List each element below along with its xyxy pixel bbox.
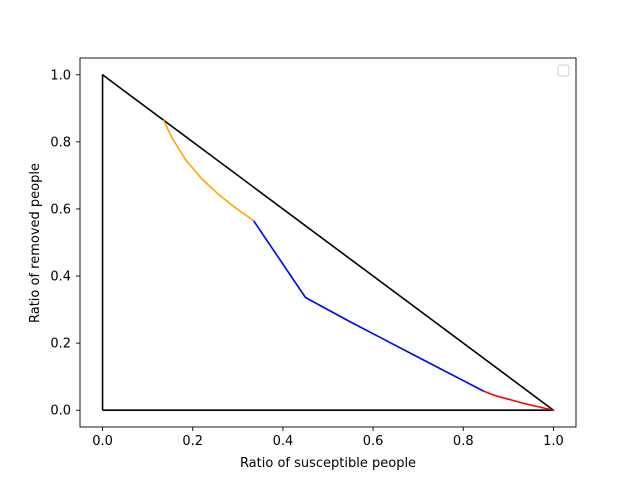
series-line-triangle-boundary	[101, 73, 555, 412]
plot-area	[101, 73, 555, 412]
x-tick-label: 0.6	[363, 434, 384, 449]
axes: 0.0 0.2 0.4 0.6 0.8 1.0 0.0 0.2 0.4 0.6 0.8 1.0	[50, 57, 577, 449]
y-tick-label: 0.2	[50, 337, 71, 352]
x-tick-label: 0.2	[182, 434, 203, 449]
x-tick-label: 0.8	[453, 434, 474, 449]
y-axis-label: Ratio of removed people	[28, 163, 43, 323]
series-line-red-segment	[483, 390, 554, 412]
x-tick-label: 0.0	[92, 434, 113, 449]
x-axis-label: Ratio of susceptible people	[240, 456, 416, 471]
series-line-blue-segment	[252, 220, 484, 392]
x-tick-label: 0.4	[273, 434, 294, 449]
y-tick-label: 0.0	[50, 404, 71, 419]
series-line-orange-segment	[162, 119, 255, 222]
legend	[557, 64, 570, 77]
legend-box	[557, 64, 570, 77]
y-tick-label: 0.6	[50, 202, 71, 217]
y-tick-label: 0.8	[50, 135, 71, 150]
y-tick-label: 1.0	[50, 68, 71, 83]
x-tick-label: 1.0	[543, 434, 564, 449]
axes-frame	[79, 57, 577, 428]
y-tick-label: 0.4	[50, 270, 71, 285]
